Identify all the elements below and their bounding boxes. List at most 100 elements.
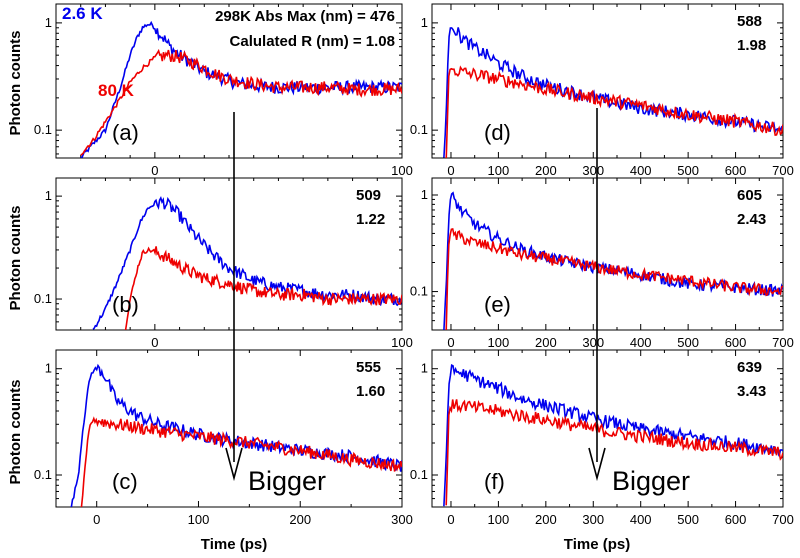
series-group-a bbox=[80, 20, 402, 158]
arrow-left bbox=[225, 112, 243, 482]
x-tick-label: 0 bbox=[447, 335, 454, 350]
x-tick-label: 0 bbox=[447, 163, 454, 178]
abs-max-value-c: 555 bbox=[356, 359, 381, 376]
x-tick-label: 400 bbox=[630, 163, 652, 178]
x-tick-label: 600 bbox=[725, 335, 747, 350]
series-line-80k bbox=[80, 416, 402, 507]
series-group-b bbox=[92, 195, 402, 330]
r-value-b: 1.22 bbox=[356, 211, 385, 228]
legend-2-6k: 2.6 K bbox=[62, 4, 103, 23]
y-tick-label: 0.1 bbox=[410, 122, 428, 137]
header-abs-max: 298K Abs Max (nm) = 476 bbox=[215, 8, 395, 25]
x-tick-label: 200 bbox=[535, 512, 557, 527]
y-tick-label: 0.1 bbox=[34, 467, 52, 482]
ylabel-row2: Photon counts bbox=[7, 206, 24, 311]
axes-frame-c bbox=[55, 349, 403, 508]
r-value-f: 3.43 bbox=[737, 383, 766, 400]
x-tick-label: 100 bbox=[488, 335, 510, 350]
y-tick-label: 0.1 bbox=[34, 122, 52, 137]
axes-frame-d bbox=[431, 3, 784, 159]
ylabel-row1: Photon counts bbox=[7, 31, 24, 136]
ylabel-row3: Photon counts bbox=[7, 380, 24, 485]
bigger-label-left: Bigger bbox=[248, 466, 326, 496]
x-tick-label: 600 bbox=[725, 512, 747, 527]
series-line-80k bbox=[445, 399, 783, 506]
xlabel-left: Time (ps) bbox=[201, 536, 267, 553]
y-tick-label: 1 bbox=[45, 361, 52, 376]
x-tick-label: 100 bbox=[188, 512, 210, 527]
r-value-c: 1.60 bbox=[356, 383, 385, 400]
header-calc-r: Calulated R (nm) = 1.08 bbox=[230, 33, 395, 50]
panel-label-d: (d) bbox=[484, 120, 511, 145]
x-tick-label: 300 bbox=[582, 335, 604, 350]
x-tick-label: 600 bbox=[725, 163, 747, 178]
x-tick-label: 200 bbox=[289, 512, 311, 527]
y-tick-label: 0.1 bbox=[410, 284, 428, 299]
x-tick-label: 0 bbox=[93, 512, 100, 527]
x-tick-label: 100 bbox=[391, 163, 413, 178]
series-line-80k bbox=[445, 65, 783, 158]
panel-b: 0 100 0.1 1 (b) 509 1.22 bbox=[34, 177, 413, 350]
axes-frame-f bbox=[431, 349, 784, 508]
arrow-right bbox=[588, 108, 606, 482]
x-tick-label: 100 bbox=[488, 163, 510, 178]
x-tick-label: 400 bbox=[630, 335, 652, 350]
abs-max-value-e: 605 bbox=[737, 187, 762, 204]
y-tick-label: 1 bbox=[45, 15, 52, 30]
y-tick-label: 1 bbox=[45, 188, 52, 203]
series-group-f bbox=[443, 364, 783, 507]
x-tick-label: 500 bbox=[677, 163, 699, 178]
series-line-2-6k bbox=[443, 27, 783, 158]
x-tick-label: 100 bbox=[391, 335, 413, 350]
x-tick-label: 700 bbox=[772, 512, 794, 527]
abs-max-value-d: 588 bbox=[737, 13, 762, 30]
panel-label-a: (a) bbox=[112, 120, 139, 145]
panel-a: 0 100 0.1 1 (a) bbox=[34, 3, 413, 178]
panel-f: 0 100 200 300 400 500 600 700 0.1 1 (f) 639 3.43 bbox=[410, 349, 794, 527]
series-line-80k bbox=[124, 246, 402, 330]
y-tick-label: 0.1 bbox=[34, 291, 52, 306]
x-tick-label: 500 bbox=[677, 335, 699, 350]
x-tick-label: 500 bbox=[677, 512, 699, 527]
x-tick-label: 100 bbox=[488, 512, 510, 527]
x-tick-label: 0 bbox=[447, 512, 454, 527]
x-tick-label: 400 bbox=[630, 512, 652, 527]
r-value-d: 1.98 bbox=[737, 37, 766, 54]
bigger-label-right: Bigger bbox=[612, 466, 690, 496]
series-group-c bbox=[70, 363, 402, 507]
panel-label-b: (b) bbox=[112, 292, 139, 317]
panel-label-e: (e) bbox=[484, 292, 511, 317]
x-tick-label: 700 bbox=[772, 335, 794, 350]
series-line-80k bbox=[80, 48, 402, 156]
x-tick-label: 200 bbox=[535, 335, 557, 350]
x-tick-label: 200 bbox=[535, 163, 557, 178]
x-tick-label: 700 bbox=[772, 163, 794, 178]
panel-label-f: (f) bbox=[484, 469, 505, 494]
series-line-2-6k bbox=[443, 364, 783, 507]
r-value-e: 2.43 bbox=[737, 211, 766, 228]
y-tick-label: 1 bbox=[421, 187, 428, 202]
panel-e: 0 100 200 300 400 500 600 700 0.1 1 (e) 605 2.43 bbox=[410, 177, 794, 350]
x-tick-label: 0 bbox=[151, 163, 158, 178]
series-line-80k bbox=[445, 228, 783, 330]
xlabel-right: Time (ps) bbox=[564, 536, 630, 553]
y-tick-label: 0.1 bbox=[410, 467, 428, 482]
y-tick-label: 1 bbox=[421, 361, 428, 376]
panel-c: 0 100 200 300 0.1 1 (c) 555 1.60 bbox=[34, 349, 413, 527]
panel-label-c: (c) bbox=[112, 469, 138, 494]
series-group-e bbox=[443, 191, 783, 330]
axes-frame-b bbox=[55, 177, 403, 331]
axes-frame-e bbox=[431, 177, 784, 331]
panel-d: 0 100 200 300 400 500 600 700 0.1 1 (d) 588 1.98 bbox=[410, 3, 794, 178]
y-tick-label: 1 bbox=[421, 15, 428, 30]
abs-max-value-b: 509 bbox=[356, 187, 381, 204]
x-tick-label: 0 bbox=[151, 335, 158, 350]
x-tick-label: 300 bbox=[582, 163, 604, 178]
x-tick-label: 300 bbox=[391, 512, 413, 527]
x-tick-label: 300 bbox=[582, 512, 604, 527]
legend-80k: 80 K bbox=[98, 81, 135, 100]
series-group-d bbox=[443, 27, 783, 158]
abs-max-value-f: 639 bbox=[737, 359, 762, 376]
